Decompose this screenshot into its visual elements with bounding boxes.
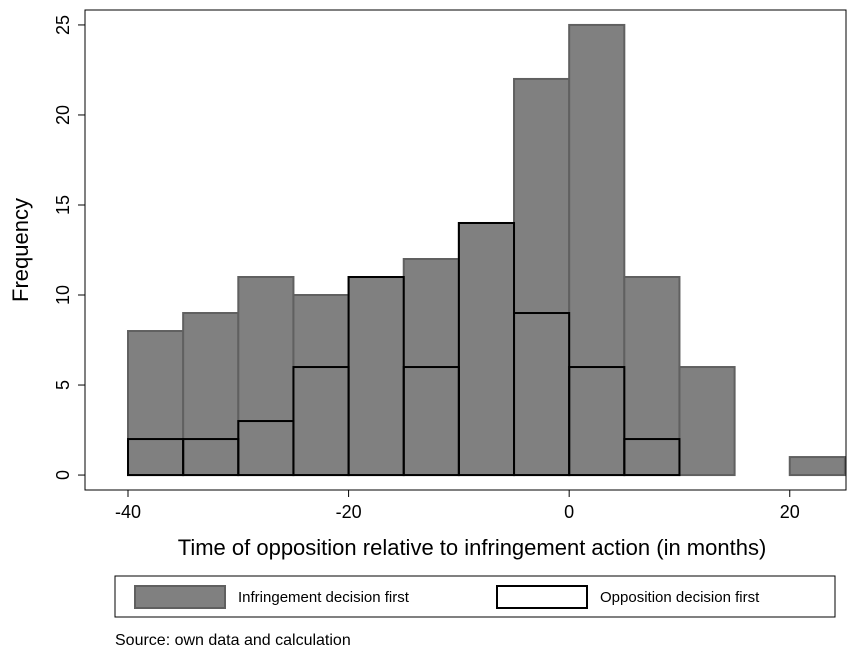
source-note: Source: own data and calculation: [115, 632, 351, 649]
y-tick-label: 10: [53, 285, 73, 305]
y-tick-label: 25: [53, 15, 73, 35]
histogram-bar: [568, 366, 626, 477]
x-tick-label: 0: [564, 502, 574, 522]
legend-box: [114, 575, 836, 618]
y-tick-label: 20: [53, 105, 73, 125]
histogram-bar: [568, 23, 626, 477]
plot-frame: [84, 9, 847, 491]
histogram-bar: [127, 330, 185, 477]
legend-label: Infringement decision first: [238, 589, 410, 606]
histogram-bar: [237, 276, 295, 477]
histogram-bar: [678, 366, 736, 477]
histogram-bar: [457, 221, 516, 477]
legend-label: Opposition decision first: [600, 589, 760, 606]
legend-swatch: [496, 585, 588, 609]
y-tick-label: 5: [53, 380, 73, 390]
histogram-bar: [513, 77, 571, 477]
histogram-bar: [292, 294, 350, 477]
x-tick-label: 20: [780, 502, 800, 522]
y-axis-label: Frequency: [8, 198, 33, 302]
legend-swatch: [134, 585, 226, 609]
histogram-bar: [788, 456, 846, 477]
histogram-bar: [623, 438, 681, 477]
x-tick-label: -20: [336, 502, 362, 522]
x-axis-label: Time of opposition relative to infringem…: [178, 535, 767, 560]
histogram-bar: [623, 276, 681, 477]
x-tick-label: -40: [115, 502, 141, 522]
histogram-bar: [347, 276, 405, 477]
y-tick-label: 0: [53, 470, 73, 480]
histogram-bar: [182, 312, 240, 477]
y-tick-label: 15: [53, 195, 73, 215]
